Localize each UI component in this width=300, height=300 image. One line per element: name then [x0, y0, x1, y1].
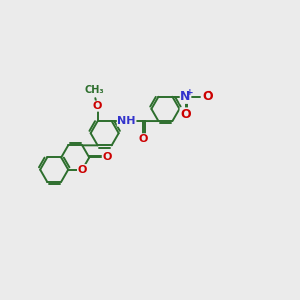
Text: O: O: [102, 152, 112, 163]
Text: O: O: [93, 101, 102, 111]
Text: O: O: [77, 165, 87, 175]
Text: O: O: [138, 134, 148, 144]
Text: O: O: [203, 90, 213, 103]
Text: -: -: [206, 87, 211, 97]
Text: N: N: [180, 90, 191, 103]
Text: NH: NH: [117, 116, 136, 126]
Text: +: +: [186, 88, 194, 97]
Text: CH₃: CH₃: [84, 85, 104, 95]
Text: O: O: [180, 108, 191, 121]
